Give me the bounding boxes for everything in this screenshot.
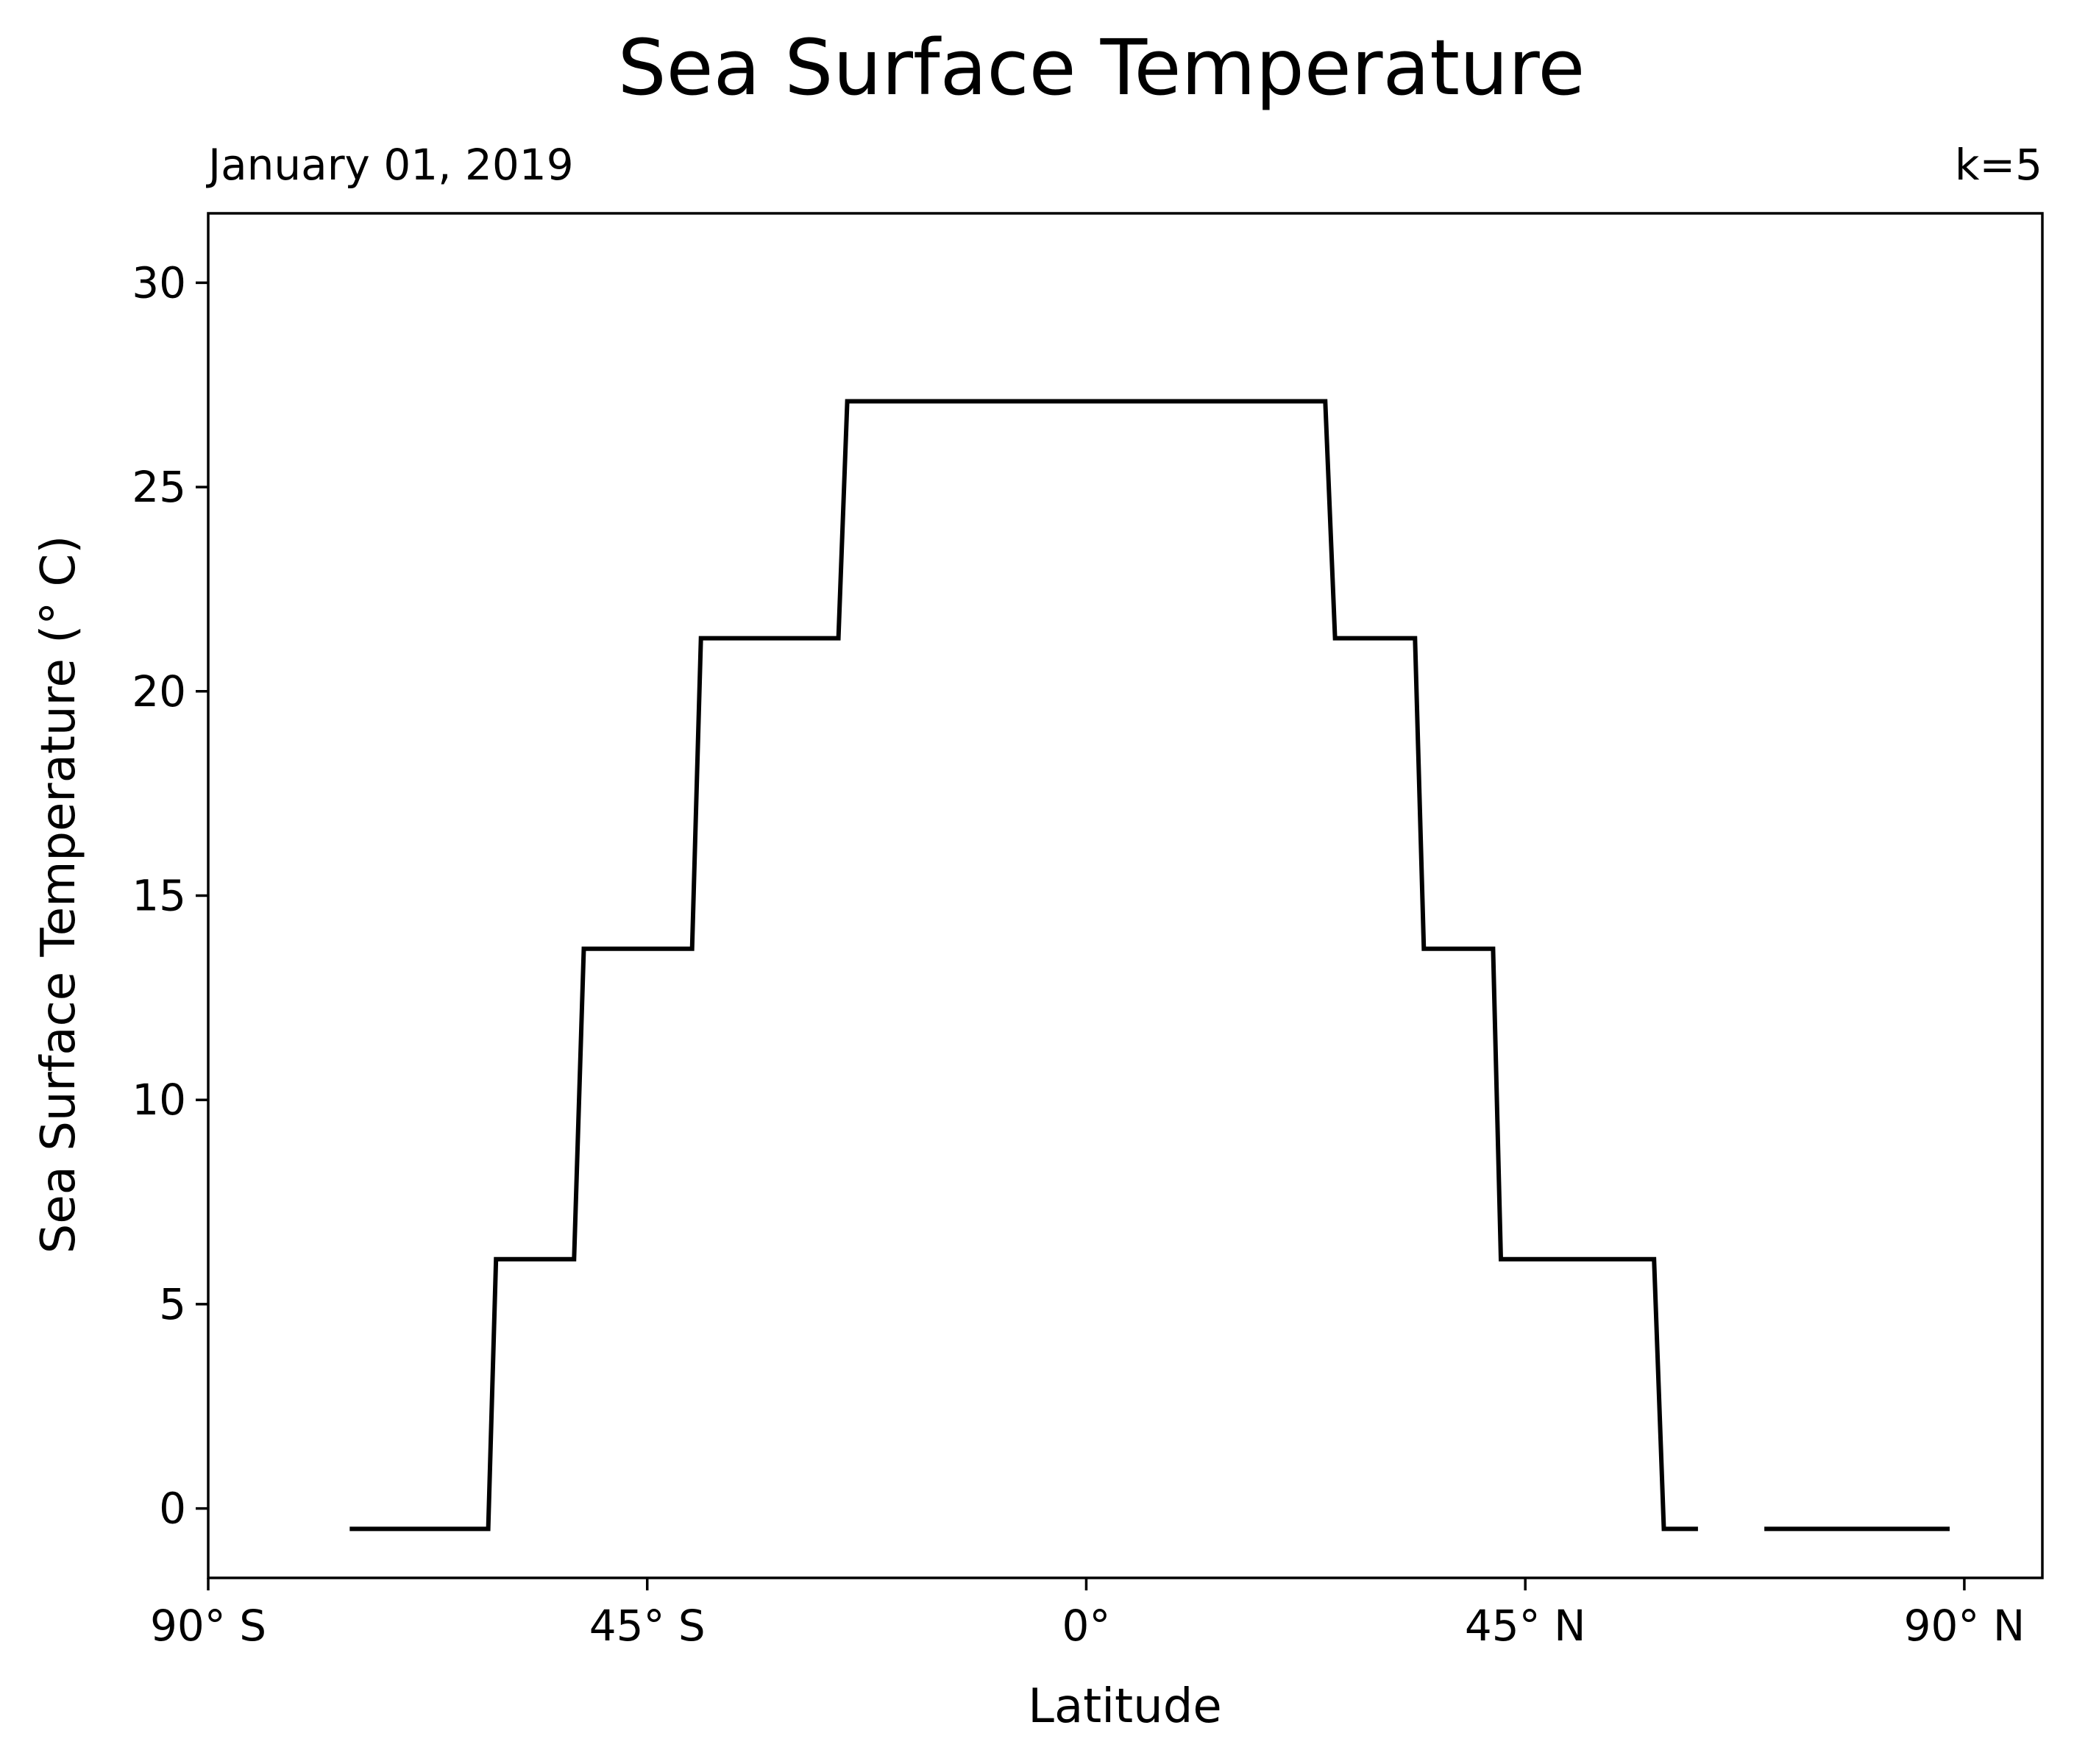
- y-axis-label: Sea Surface Temperature (° C): [32, 536, 86, 1253]
- x-tick-label: 90° S: [150, 1601, 266, 1651]
- x-axis-label: Latitude: [1028, 1679, 1221, 1734]
- chart-k-label: k=5: [1955, 140, 2042, 190]
- chart-title: Sea Surface Temperature: [618, 23, 1585, 113]
- x-tick-label: 45° N: [1465, 1601, 1586, 1651]
- y-tick-label: 5: [159, 1279, 186, 1329]
- y-tick-label: 0: [159, 1484, 186, 1534]
- x-tick-label: 0°: [1062, 1601, 1111, 1651]
- x-axis: 90° S 45° S 0° 45° N 90° N: [150, 1578, 2025, 1651]
- y-tick-label: 10: [132, 1075, 186, 1125]
- plot-frame: [207, 212, 2044, 1579]
- y-axis: 0 5 10 15 20 25 30: [132, 257, 208, 1534]
- x-tick-label: 90° N: [1904, 1601, 2025, 1651]
- chart-date-label: January 01, 2019: [206, 140, 574, 190]
- y-tick-label: 30: [132, 257, 186, 307]
- x-tick-label: 45° S: [589, 1601, 706, 1651]
- plot-area: [349, 399, 1950, 1532]
- y-tick-label: 15: [132, 871, 186, 921]
- sst-line-segment-1: [349, 399, 1698, 1532]
- y-tick-label: 20: [132, 666, 186, 716]
- y-tick-label: 25: [132, 462, 186, 512]
